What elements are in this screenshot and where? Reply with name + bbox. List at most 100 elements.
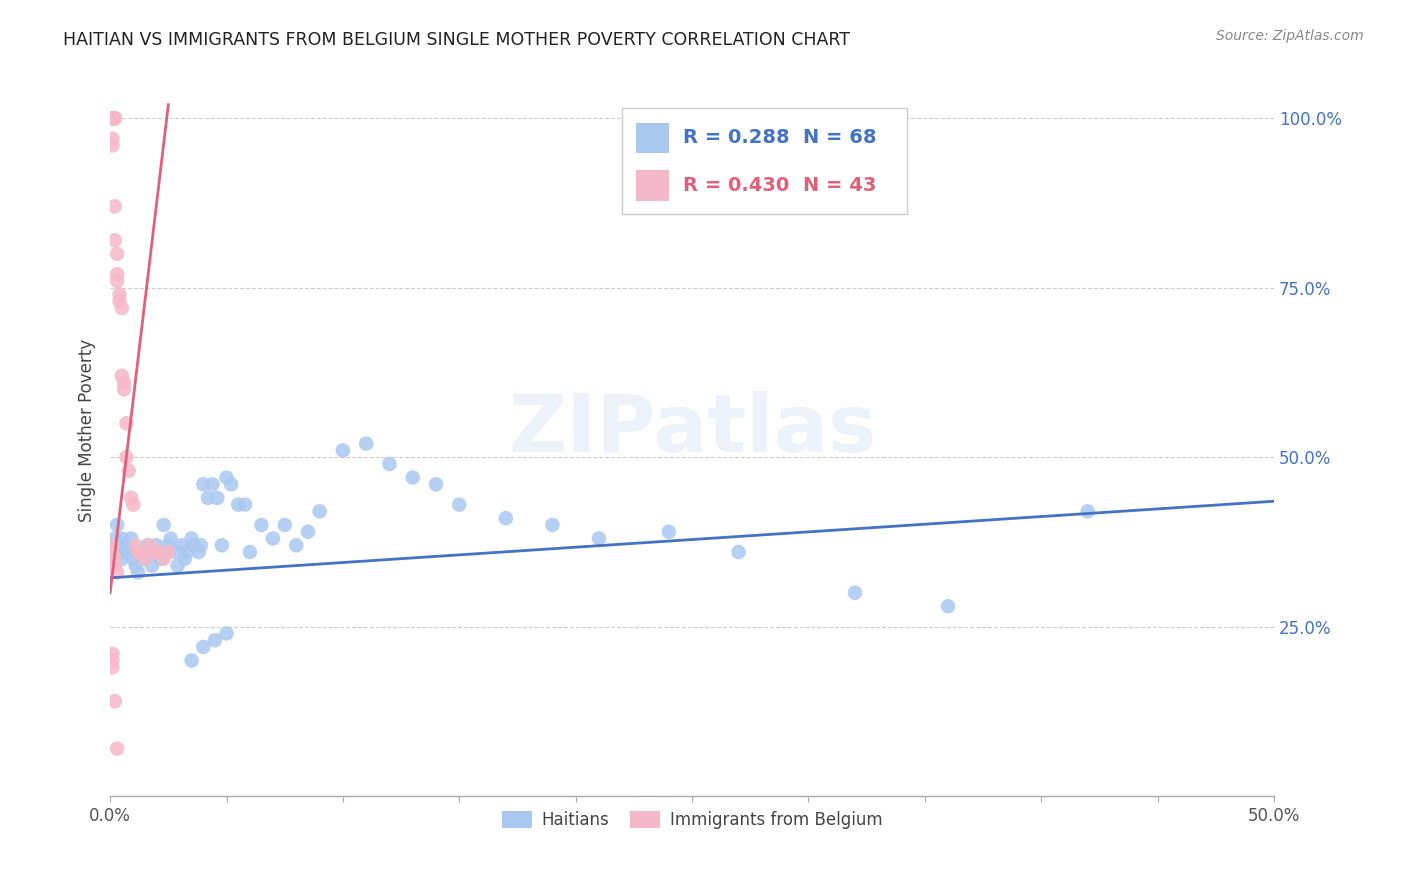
Point [101, 112, 124, 126]
Point [108, 287, 131, 301]
Point [183, 538, 205, 552]
Point [118, 464, 141, 478]
Point [122, 552, 145, 566]
Point [541, 518, 564, 533]
Point [105, 566, 128, 580]
Point [1077, 504, 1099, 518]
Point [936, 599, 959, 614]
Point [204, 633, 226, 648]
Point [297, 524, 319, 539]
Point [145, 538, 167, 552]
Point [378, 457, 401, 471]
Point [205, 491, 228, 505]
Y-axis label: Single Mother Poverty: Single Mother Poverty [79, 338, 96, 522]
Point [104, 532, 127, 546]
Point [157, 538, 180, 552]
Point [105, 518, 128, 533]
Point [148, 545, 170, 559]
Point [112, 383, 135, 397]
Point [118, 545, 141, 559]
Point [105, 741, 128, 756]
Point [105, 545, 128, 559]
Point [201, 477, 224, 491]
Point [104, 199, 127, 213]
Legend: Haitians, Immigrants from Belgium: Haitians, Immigrants from Belgium [495, 804, 889, 835]
Point [101, 538, 124, 552]
Point [111, 368, 134, 383]
Point [148, 545, 170, 559]
Point [105, 247, 128, 261]
Point [108, 538, 131, 552]
FancyBboxPatch shape [636, 122, 669, 153]
Point [308, 504, 330, 518]
Point [402, 470, 425, 484]
Point [120, 491, 142, 505]
Text: Source: ZipAtlas.com: Source: ZipAtlas.com [1216, 29, 1364, 43]
Point [157, 545, 180, 559]
Point [111, 301, 134, 315]
Point [108, 294, 131, 309]
Point [101, 654, 124, 668]
Point [215, 626, 238, 640]
Point [250, 518, 273, 533]
Point [152, 552, 174, 566]
Point [187, 545, 209, 559]
Point [193, 477, 215, 491]
Point [115, 538, 138, 552]
Point [101, 660, 124, 674]
Point [166, 558, 188, 573]
Point [226, 498, 249, 512]
Point [101, 112, 124, 126]
Point [180, 654, 202, 668]
Point [101, 112, 124, 126]
Point [136, 538, 159, 552]
Point [159, 532, 181, 546]
Point [173, 552, 195, 566]
Point [285, 538, 308, 552]
Point [215, 470, 238, 484]
Point [141, 558, 163, 573]
Point [449, 498, 471, 512]
Point [180, 532, 202, 546]
Point [105, 267, 128, 281]
Point [172, 538, 194, 552]
Point [354, 436, 377, 450]
Point [101, 112, 124, 126]
Point [588, 532, 610, 546]
FancyBboxPatch shape [623, 108, 907, 214]
Text: R = 0.288: R = 0.288 [683, 128, 789, 147]
Text: R = 0.430: R = 0.430 [683, 176, 789, 195]
Point [138, 545, 160, 559]
Point [239, 545, 262, 559]
Point [197, 491, 219, 505]
Point [127, 566, 149, 580]
Point [143, 545, 166, 559]
Point [495, 511, 517, 525]
Point [129, 545, 152, 559]
Point [111, 552, 134, 566]
Point [104, 558, 127, 573]
Point [129, 545, 152, 559]
Point [104, 694, 127, 708]
Point [105, 274, 128, 288]
Point [152, 518, 174, 533]
Point [104, 233, 127, 247]
Point [727, 545, 749, 559]
Point [104, 112, 127, 126]
Text: N = 68: N = 68 [803, 128, 876, 147]
Point [134, 552, 156, 566]
Point [134, 552, 156, 566]
Point [150, 552, 173, 566]
Point [193, 640, 215, 654]
Point [115, 417, 138, 431]
Point [176, 545, 198, 559]
Point [122, 498, 145, 512]
Point [101, 538, 124, 552]
Point [115, 450, 138, 465]
Point [125, 538, 148, 552]
Point [104, 552, 127, 566]
Point [219, 477, 242, 491]
Point [120, 532, 142, 546]
Point [190, 538, 212, 552]
Point [165, 545, 187, 559]
